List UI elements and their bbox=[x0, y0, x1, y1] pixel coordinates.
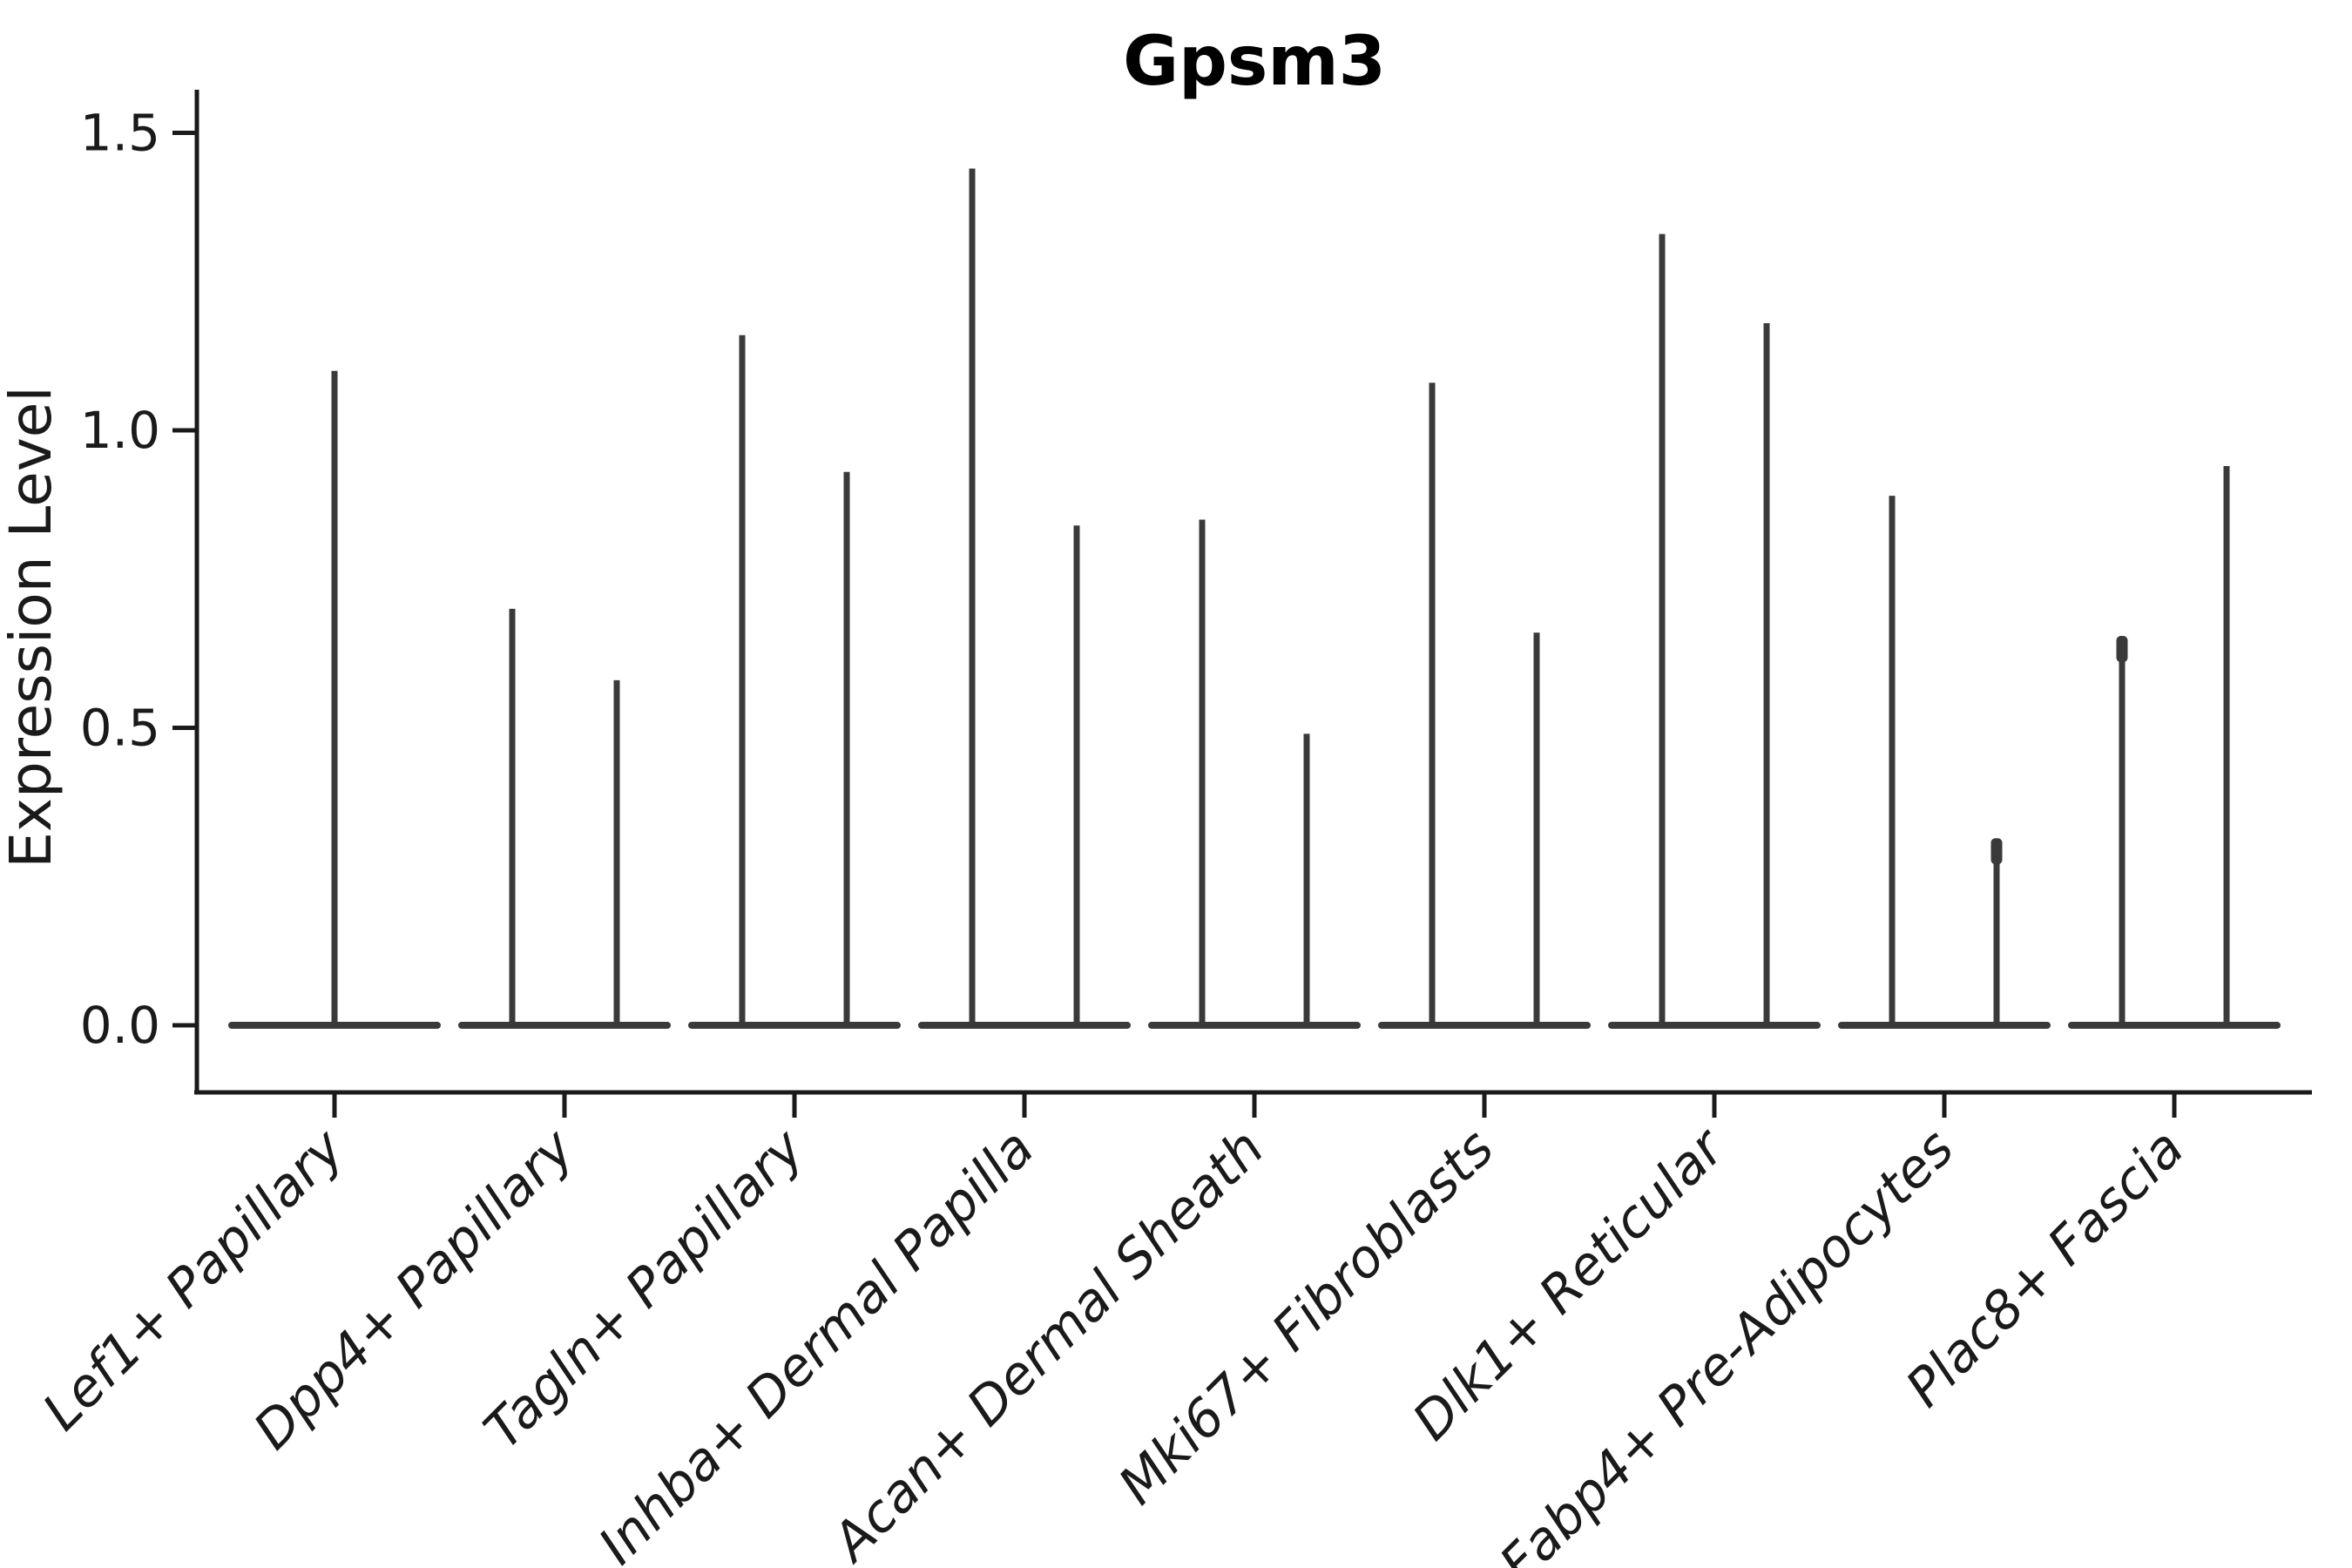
violin-base-7 bbox=[1838, 1022, 2051, 1029]
chart-title: Gpsm3 bbox=[1123, 23, 1386, 101]
violin-base-5 bbox=[1378, 1022, 1591, 1029]
violin-base-6 bbox=[1608, 1022, 1821, 1029]
violin-4 bbox=[1148, 519, 1361, 1029]
violin-spike-cap-8-0 bbox=[2116, 636, 2128, 663]
violin-8 bbox=[2068, 465, 2281, 1029]
violin-7 bbox=[1838, 496, 2051, 1029]
x-tick-label-3: Inhba+ Dermal Papilla bbox=[587, 1118, 1045, 1568]
violin-spike-cap-7-1 bbox=[1990, 838, 2003, 865]
violin-6 bbox=[1608, 233, 1821, 1029]
x-tick-label-7: Fabp4+ Pre-Adipocytes bbox=[1488, 1118, 1965, 1568]
y-axis-label: Expression Level bbox=[0, 386, 64, 868]
violin-base-4 bbox=[1148, 1022, 1361, 1029]
y-axis-ticks: 0.0 0.5 1.0 1.5 bbox=[80, 104, 197, 1055]
violin-0 bbox=[228, 370, 441, 1029]
violin-2 bbox=[688, 335, 901, 1029]
violin-3 bbox=[918, 168, 1131, 1029]
violin-base-2 bbox=[688, 1022, 901, 1029]
y-tick-label-3: 1.5 bbox=[80, 104, 160, 163]
violin-base-8 bbox=[2068, 1022, 2281, 1029]
x-tick-label-4: Acan+ Dermal Sheath bbox=[819, 1118, 1276, 1568]
y-tick-label-0: 0.0 bbox=[80, 996, 160, 1055]
violin-1 bbox=[458, 608, 671, 1029]
violin-base-3 bbox=[918, 1022, 1131, 1029]
y-tick-label-2: 1.0 bbox=[80, 401, 160, 460]
violins-layer bbox=[228, 168, 2281, 1029]
violin-5 bbox=[1378, 382, 1591, 1029]
violin-base-1 bbox=[458, 1022, 671, 1029]
x-tick-label-5: Mki67+ Fibroblasts bbox=[1107, 1118, 1506, 1517]
y-tick-label-1: 0.5 bbox=[80, 699, 160, 758]
